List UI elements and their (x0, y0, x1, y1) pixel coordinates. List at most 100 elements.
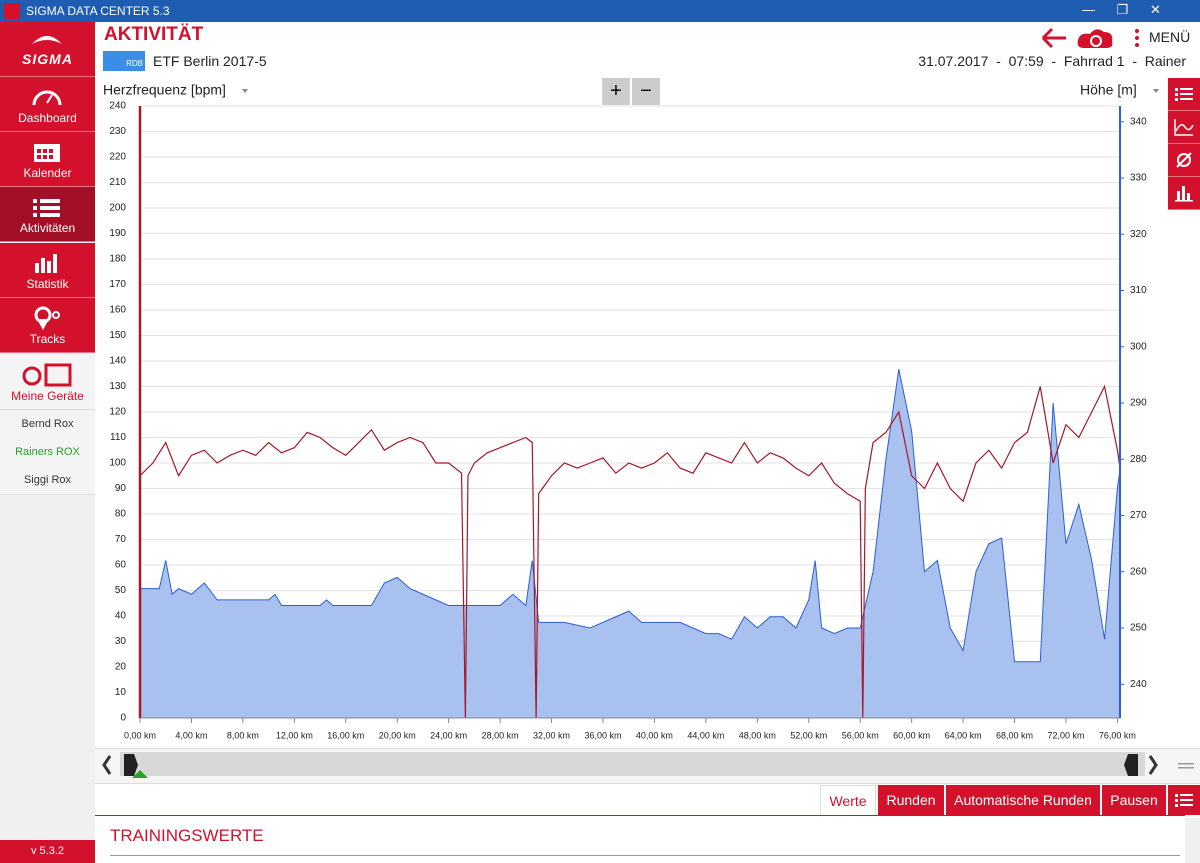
x-tick-label: 36,00 km (584, 730, 621, 740)
x-tick-label: 40,00 km (636, 730, 673, 740)
header-info: 31.07.2017 - 07:59 - Fahrrad 1 - Rainer (918, 53, 1186, 69)
y2-tick-label: 250 (1130, 623, 1147, 634)
y2-tick-label: 280 (1130, 454, 1147, 465)
y-tick-label: 210 (109, 177, 126, 188)
x-tick-label: 44,00 km (687, 730, 724, 740)
icon (22, 363, 72, 387)
x-tick-label: 12,00 km (276, 730, 313, 740)
tab[interactable]: Pausen (1102, 785, 1166, 815)
dropdown-arrow (1153, 89, 1159, 93)
y-tick-label: 40 (115, 611, 127, 622)
y2-tick-label: 330 (1130, 173, 1147, 184)
x-tick-label: 56,00 km (842, 730, 879, 740)
y2-tick-label: 340 (1130, 116, 1147, 127)
header-icons[interactable] (1040, 26, 1140, 52)
icon (1175, 88, 1193, 101)
avg-icon[interactable] (1168, 144, 1200, 177)
y2-tick-label: 310 (1130, 285, 1147, 296)
x-tick-label: 4,00 km (175, 730, 207, 740)
list-icon[interactable] (1168, 78, 1200, 111)
x-tick-label: 8,00 km (227, 730, 259, 740)
dropdown-arrow (242, 89, 248, 93)
divider (95, 815, 1185, 816)
y-tick-label: 170 (109, 279, 126, 290)
y2-tick-label: 290 (1130, 398, 1147, 409)
window-title: SIGMA DATA CENTER 5.3 (26, 4, 170, 18)
y-tick-label: 150 (109, 330, 126, 341)
x-tick-label: 24,00 km (430, 730, 467, 740)
y-tick-label: 180 (109, 254, 126, 265)
scrollbar[interactable] (1185, 818, 1200, 863)
x-tick-label: 28,00 km (482, 730, 519, 740)
icon (34, 144, 60, 162)
y-tick-label: 120 (109, 407, 126, 418)
title-bar: SIGMA DATA CENTER 5.3 — ❐ ✕ (0, 0, 1200, 22)
y2-tick-label: 320 (1130, 229, 1147, 240)
section-title: TRAININGSWERTE (110, 826, 264, 845)
x-tick-label: 64,00 km (945, 730, 982, 740)
y-tick-label: 80 (115, 509, 127, 520)
nav-kalender[interactable]: Kalender (0, 132, 95, 187)
y2-tick-label: 270 (1130, 510, 1147, 521)
tab-active[interactable]: Werte (820, 785, 876, 815)
elevation-area (139, 369, 1121, 719)
y-tick-label: 110 (110, 432, 126, 443)
menu[interactable]: MENÜ (1149, 29, 1191, 45)
chart-icon[interactable] (1168, 111, 1200, 144)
x-tick-label: 0,00 km (124, 730, 156, 740)
x-tick-label: 32,00 km (533, 730, 570, 740)
logo-text: SIGMA (22, 51, 73, 67)
y2-tick-label: 300 (1130, 341, 1147, 352)
x-tick-label: 60,00 km (893, 730, 930, 740)
icon (33, 199, 60, 217)
tab[interactable]: Automatische Runden (946, 785, 1100, 815)
nav-statistik[interactable]: Statistik (0, 243, 95, 298)
heart-rate-line (139, 384, 1121, 719)
icon (1175, 794, 1193, 807)
range-handles[interactable] (98, 750, 1198, 782)
page-title: AKTIVITÄT (104, 24, 204, 45)
y-tick-label: 0 (120, 713, 126, 724)
y-tick-label: 30 (115, 636, 127, 647)
zoom-in[interactable]: + (602, 78, 630, 105)
bars-icon[interactable] (1168, 177, 1200, 210)
device[interactable]: Rainers ROX (0, 438, 95, 467)
nav-geraete[interactable]: Meine Geräte (0, 354, 95, 410)
x-tick-label: 48,00 km (739, 730, 776, 740)
icon (32, 90, 62, 106)
y-tick-label: 10 (115, 687, 127, 698)
window-controls[interactable]: — ❐ ✕ (1082, 2, 1161, 17)
nav-tracks[interactable]: Tracks (0, 298, 95, 353)
y-tick-label: 240 (109, 101, 126, 112)
nav-label: Aktivitäten (19, 221, 76, 235)
nav-aktivitaeten[interactable]: Aktivitäten (0, 187, 95, 242)
chart: Herzfrequenz [bpm] Höhe [m] 0 10 20 30 40 50 6… (103, 82, 1159, 740)
nav-label: Meine Geräte (11, 389, 84, 403)
icon (34, 306, 60, 330)
y2-tick-label: 260 (1130, 566, 1147, 577)
icon (1176, 152, 1192, 168)
x-tick-label: 20,00 km (379, 730, 416, 740)
y-tick-label: 130 (109, 381, 126, 392)
device[interactable]: Siggi Rox (0, 466, 95, 495)
tab-menu[interactable] (1168, 785, 1200, 815)
nav-label: Statistik (26, 277, 69, 291)
y-tick-label: 50 (115, 585, 127, 596)
y-tick-label: 90 (115, 483, 127, 494)
device[interactable]: Bernd Rox (0, 410, 95, 439)
y-tick-label: 190 (109, 228, 126, 239)
y-tick-label: 60 (115, 560, 127, 571)
app-icon (4, 3, 20, 19)
x-tick-label: 52,00 km (790, 730, 827, 740)
x-tick-label: 72,00 km (1047, 730, 1084, 740)
range-track[interactable] (120, 752, 1145, 776)
nav-dashboard[interactable]: Dashboard (0, 77, 95, 132)
tab[interactable]: Runden (878, 785, 944, 815)
y-tick-label: 230 (109, 126, 126, 137)
logo: SIGMA (0, 22, 95, 77)
y-tick-label: 200 (109, 203, 126, 214)
y-axis-label: Herzfrequenz [bpm] (103, 82, 226, 98)
x-tick-label: 76,00 km (1099, 730, 1136, 740)
zoom-out[interactable]: − (632, 78, 660, 105)
